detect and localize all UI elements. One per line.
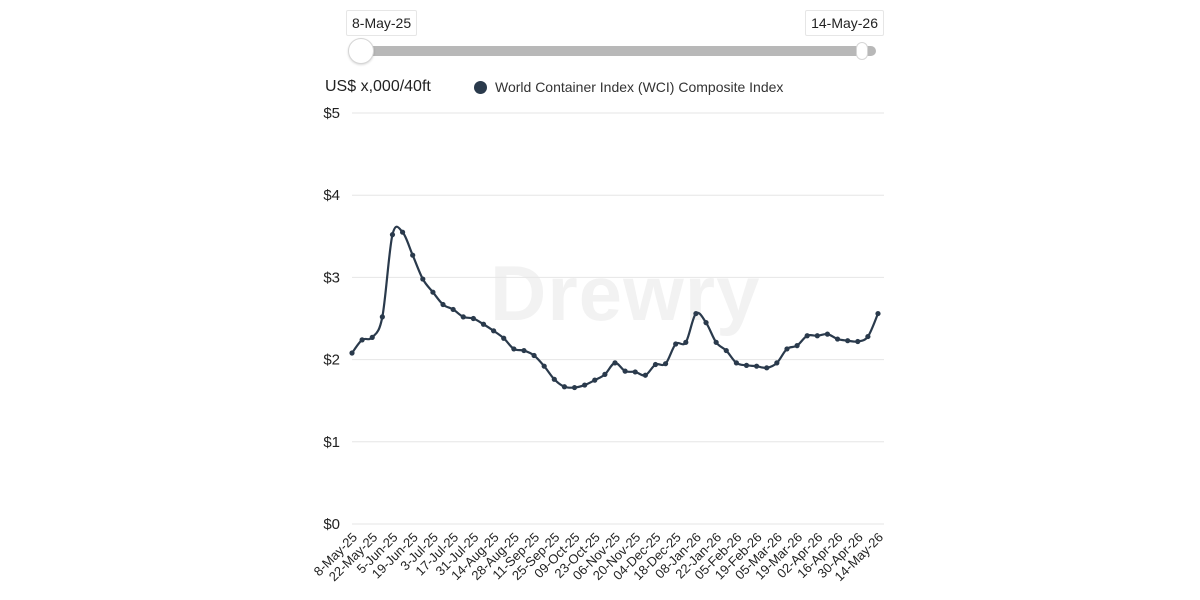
data-point <box>359 337 365 343</box>
data-point <box>561 384 568 390</box>
data-point <box>845 338 851 344</box>
data-point <box>571 384 578 391</box>
data-point <box>602 371 608 377</box>
data-point <box>501 335 507 341</box>
data-point <box>379 314 385 320</box>
data-point <box>642 372 648 378</box>
series-points <box>349 229 881 391</box>
data-point <box>784 346 790 352</box>
data-point <box>713 339 719 345</box>
data-point <box>804 333 810 339</box>
data-point <box>612 360 618 366</box>
data-point <box>511 346 517 352</box>
data-point <box>834 336 841 342</box>
data-point <box>470 315 476 322</box>
y-tick-label: $5 <box>323 105 340 122</box>
range-start-label: 8-May-25 <box>346 10 418 36</box>
y-axis-unit-label: US$ x,000/40ft <box>325 78 431 95</box>
x-axis-ticks: 8-May-2522-May-255-Jun-2519-Jun-253-Jul-… <box>311 530 886 585</box>
data-point <box>794 343 800 349</box>
data-point <box>764 365 770 371</box>
data-point <box>440 301 446 308</box>
y-tick-label: $0 <box>323 516 340 533</box>
data-point <box>349 350 355 356</box>
y-tick-label: $1 <box>323 434 340 451</box>
data-point <box>855 338 861 345</box>
data-point <box>480 321 487 327</box>
data-point <box>430 289 436 295</box>
date-range-slider-track[interactable] <box>358 46 876 56</box>
data-point <box>450 306 456 313</box>
data-point <box>703 320 709 326</box>
data-point <box>865 333 871 340</box>
data-point <box>723 347 729 354</box>
legend-marker <box>474 80 487 94</box>
data-point <box>824 331 831 337</box>
data-point <box>693 310 699 317</box>
data-point <box>551 376 557 382</box>
data-point <box>662 361 669 367</box>
data-point <box>420 276 426 282</box>
data-point <box>673 341 679 347</box>
data-point <box>389 232 396 238</box>
data-point <box>875 310 881 317</box>
data-point <box>582 382 588 388</box>
data-point <box>652 361 659 368</box>
data-point <box>491 328 497 334</box>
range-end-label: 14-May-26 <box>805 10 884 36</box>
data-point <box>369 334 375 341</box>
range-end-handle[interactable] <box>856 42 868 60</box>
data-point <box>592 377 598 383</box>
y-tick-label: $2 <box>323 352 340 369</box>
range-start-handle[interactable] <box>348 38 374 64</box>
data-point <box>410 252 416 258</box>
legend-label: World Container Index (WCI) Composite In… <box>495 79 784 95</box>
data-point <box>733 360 739 366</box>
data-point <box>632 369 638 375</box>
data-point <box>743 362 750 368</box>
data-point <box>460 314 466 320</box>
y-tick-label: $3 <box>323 269 340 286</box>
data-point <box>683 339 689 345</box>
y-axis-ticks: $0 $1 $2 $3 $4 $5 <box>323 105 340 533</box>
data-point <box>531 352 537 359</box>
data-point <box>814 333 820 339</box>
data-point <box>774 360 780 366</box>
data-point <box>541 363 547 369</box>
data-point <box>399 229 406 235</box>
y-tick-label: $4 <box>323 187 340 204</box>
data-point <box>521 347 527 354</box>
data-point <box>622 368 628 374</box>
data-point <box>754 363 760 369</box>
chart-legend[interactable]: World Container Index (WCI) Composite In… <box>474 79 783 95</box>
grid-lines <box>352 112 884 525</box>
